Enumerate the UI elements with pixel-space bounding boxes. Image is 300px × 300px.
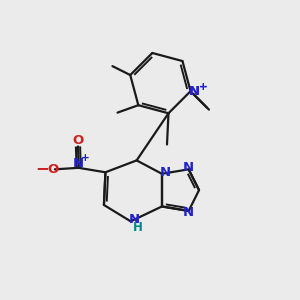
Text: +: + — [81, 153, 90, 163]
Text: O: O — [72, 134, 84, 147]
Text: N: N — [189, 85, 200, 98]
Text: −: − — [35, 159, 49, 177]
Text: H: H — [133, 221, 143, 234]
Text: +: + — [199, 82, 207, 92]
Text: N: N — [183, 161, 194, 174]
Text: O: O — [48, 163, 59, 176]
Text: N: N — [129, 213, 140, 226]
Text: N: N — [183, 206, 194, 219]
Text: N: N — [189, 85, 200, 98]
Text: N: N — [160, 166, 171, 179]
Text: +: + — [199, 82, 207, 92]
Text: N: N — [73, 157, 84, 170]
